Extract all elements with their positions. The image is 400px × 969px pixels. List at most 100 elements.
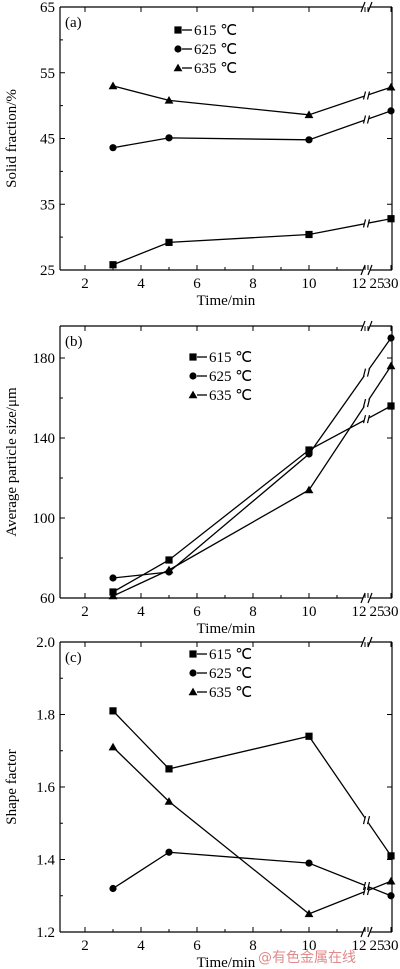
axis-break-mark [360, 592, 366, 604]
data-point [387, 215, 395, 223]
x-tick-label: 8 [249, 276, 257, 292]
x-tick-label: 2 [81, 276, 89, 292]
axis-break-mark [367, 320, 373, 332]
legend-label: 635 ℃ [194, 61, 237, 77]
data-point [304, 110, 314, 119]
series-line-0 [112, 218, 392, 266]
x-tick-label: 25 [370, 604, 385, 620]
y-tick-label: 45 [40, 132, 55, 148]
x-tick-label: 12 [352, 604, 367, 620]
data-point [305, 450, 313, 458]
data-point [109, 707, 117, 715]
series-line-2 [112, 746, 392, 915]
line-break-mark [362, 398, 367, 408]
axis-break-mark [367, 636, 373, 648]
data-point [109, 574, 117, 582]
data-point [165, 238, 173, 246]
line-break-mark [362, 886, 367, 896]
x-tick-label: 2 [81, 604, 89, 620]
legend-marker [174, 26, 182, 34]
panel-label: (b) [65, 334, 83, 350]
line-break-mark [362, 415, 367, 424]
data-point [109, 261, 117, 269]
y-tick-label: 1.4 [36, 853, 55, 869]
axis-break-mark [367, 592, 373, 604]
axis-break-mark [360, 926, 366, 938]
y-tick-label: 25 [40, 263, 55, 279]
y-tick-label: 2.0 [36, 635, 55, 651]
line-break-mark [362, 91, 367, 100]
x-tick-label: 8 [249, 604, 257, 620]
x-tick-label: 30 [384, 604, 399, 620]
data-point [386, 82, 396, 91]
data-point [164, 797, 174, 805]
legend-marker [188, 687, 198, 696]
x-tick-label: 4 [137, 276, 145, 292]
x-tick-label: 25 [370, 276, 385, 292]
data-point [165, 134, 173, 142]
axis-break-mark [360, 264, 366, 276]
y-tick-label: 100 [33, 511, 56, 527]
legend-marker [174, 45, 182, 53]
data-point [108, 81, 118, 90]
line-break-mark [362, 115, 367, 124]
legend-label: 635 ℃ [209, 388, 252, 404]
y-axis-title: Shape factor [4, 749, 20, 824]
data-point [304, 485, 314, 494]
axis-break-mark [367, 1, 373, 13]
line-break-mark [362, 368, 367, 377]
legend-marker [189, 650, 197, 658]
series-line-1 [112, 337, 392, 579]
legend-marker [188, 390, 198, 399]
line-break-mark [366, 368, 371, 377]
legend-label: 615 ℃ [209, 647, 252, 663]
series-line-1 [112, 851, 392, 897]
data-point [386, 361, 396, 370]
line-break-mark [366, 415, 371, 424]
x-tick-label: 12 [352, 938, 367, 954]
legend-marker [189, 372, 197, 380]
y-tick-label: 35 [40, 197, 55, 213]
data-point [164, 95, 174, 104]
line-break-mark [366, 815, 371, 825]
data-point [164, 565, 174, 574]
x-axis-title: Time/min [197, 621, 256, 637]
series-line-1 [112, 110, 392, 149]
legend-label: 615 ℃ [194, 23, 237, 39]
data-point [165, 556, 173, 564]
y-tick-label: 1.2 [36, 925, 55, 941]
data-point [387, 402, 395, 410]
x-tick-label: 10 [302, 604, 317, 620]
data-point [305, 136, 313, 144]
panel-label: (a) [65, 15, 82, 31]
legend-label: 625 ℃ [209, 369, 252, 385]
data-point [305, 446, 313, 454]
data-point [109, 144, 117, 152]
data-point [305, 732, 313, 740]
series-line-0 [112, 405, 392, 593]
y-tick-label: 140 [33, 431, 56, 447]
y-tick-label: 1.8 [36, 708, 55, 724]
data-point [387, 892, 395, 900]
x-axis-title: Time/min [197, 293, 256, 309]
x-tick-label: 30 [384, 276, 399, 292]
x-axis-title: Time/min [197, 955, 256, 969]
line-break-mark [366, 91, 371, 100]
line-break-mark [362, 881, 367, 891]
y-tick-label: 60 [40, 591, 55, 607]
data-point [304, 909, 314, 918]
line-break-mark [362, 219, 367, 228]
x-tick-label: 2 [81, 938, 89, 954]
y-tick-label: 55 [40, 66, 55, 82]
panel-label: (c) [65, 650, 82, 666]
x-tick-label: 6 [193, 604, 201, 620]
watermark: @有色金属在线 [258, 949, 356, 966]
data-point [108, 742, 118, 751]
x-tick-label: 12 [352, 276, 367, 292]
x-tick-label: 6 [193, 276, 201, 292]
y-tick-label: 1.6 [36, 780, 55, 796]
legend-label: 625 ℃ [194, 42, 237, 58]
line-break-mark [362, 815, 367, 825]
